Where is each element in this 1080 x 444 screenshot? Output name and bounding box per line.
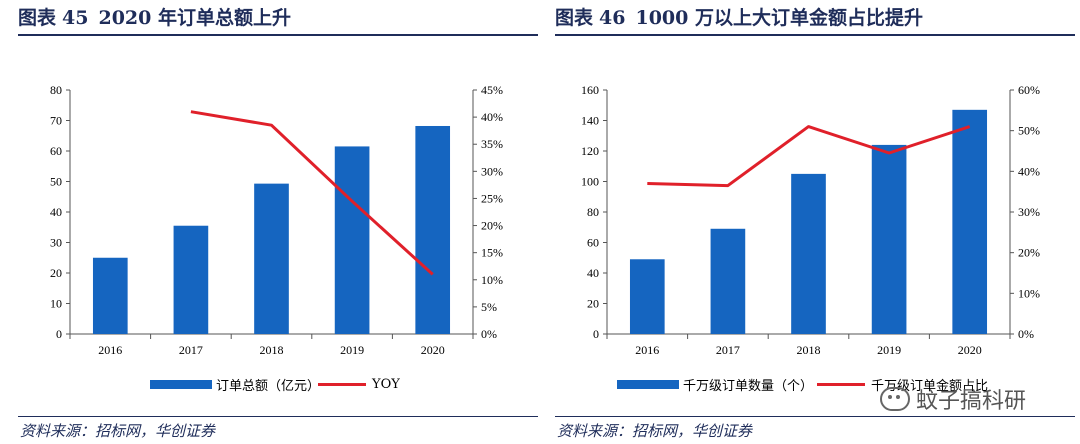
y2-tick-label: 35% <box>481 137 503 151</box>
chart-panel-order-total: 图表 45 2020 年订单总额上升 0 10 20 30 40 50 60 70 80 0% 5% 10… <box>18 0 538 444</box>
y2-tick-label: 20% <box>1018 246 1040 260</box>
y2-tick-label: 25% <box>481 191 503 205</box>
source-note: 资料来源：招标网，华创证券 <box>20 422 216 440</box>
legend-swatch-bar <box>150 379 212 389</box>
x-tick-label: 2018 <box>797 343 821 357</box>
series-line <box>647 125 971 188</box>
watermark-text: 蚊子搞科研 <box>916 389 1027 414</box>
y2-tick-label: 20% <box>481 219 503 233</box>
legend: 订单总额（亿元） YOY <box>18 374 538 394</box>
bar <box>173 225 209 334</box>
x-tick-label: 2020 <box>421 343 445 357</box>
bar <box>629 259 665 334</box>
y-tick-label: 100 <box>581 175 599 189</box>
figure-title: 图表 46 1000 万以上大订单金额占比提升 <box>555 2 923 34</box>
figure-title-prefix: 图表 <box>18 7 57 29</box>
y-tick-label: 10 <box>50 297 62 311</box>
y-tick-label: 80 <box>50 83 62 97</box>
x-tick-label: 2018 <box>260 343 284 357</box>
bar <box>254 183 289 334</box>
y-tick-label: 120 <box>581 144 599 158</box>
watermark: 蚊子搞科研 <box>880 384 1026 414</box>
legend-label-bar: 千万级订单数量（个） <box>683 378 814 394</box>
series-line <box>190 110 434 276</box>
y-tick-label: 20 <box>587 297 599 311</box>
y2-tick-label: 0% <box>1018 327 1034 341</box>
y-tick-label: 50 <box>50 175 62 189</box>
y2-tick-label: 50% <box>1018 124 1040 138</box>
figure-title-prefix: 图表 <box>555 7 594 29</box>
x-tick-label: 2017 <box>179 343 203 357</box>
title-rule <box>18 34 538 36</box>
bar <box>415 125 451 335</box>
y2-tick-label: 40% <box>1018 164 1040 178</box>
y-tick-label: 40 <box>50 205 62 219</box>
legend-swatch-line <box>817 382 865 386</box>
y-tick-label: 0 <box>56 327 62 341</box>
figure-title-text: 1000 万以上大订单金额占比提升 <box>635 7 923 29</box>
y-tick-label: 20 <box>50 266 62 280</box>
y2-tick-label: 30% <box>481 164 503 178</box>
y-tick-label: 160 <box>581 83 599 97</box>
y-tick-label: 0 <box>593 327 599 341</box>
y2-tick-label: 30% <box>1018 205 1040 219</box>
bar <box>791 173 826 334</box>
legend-item-bar: 千万级订单数量（个） <box>617 374 813 394</box>
chart-large-orders: 0 20 40 60 80 100 120 140 160 0% 10% 20% 30% 40% 50% 60… <box>581 83 1040 357</box>
y-tick-label: 70 <box>50 114 62 128</box>
figure-number: 46 <box>599 7 626 29</box>
x-tick-label: 2017 <box>716 343 740 357</box>
legend-label-bar: 订单总额（亿元） <box>216 378 321 394</box>
source-rule <box>555 416 1075 417</box>
chart-panel-large-orders: 图表 46 1000 万以上大订单金额占比提升 0 20 40 60 80 100 120 140… <box>555 0 1075 444</box>
y2-tick-label: 10% <box>481 273 503 287</box>
figure-number: 45 <box>62 7 89 29</box>
figure-title: 图表 45 2020 年订单总额上升 <box>18 2 291 34</box>
bar <box>334 146 370 334</box>
legend-item-line: YOY <box>318 374 400 394</box>
y-tick-label: 40 <box>587 266 599 280</box>
y-tick-label: 140 <box>581 114 599 128</box>
x-tick-label: 2019 <box>877 343 901 357</box>
y-tick-label: 60 <box>50 144 62 158</box>
y-tick-label: 30 <box>50 236 62 250</box>
y2-tick-label: 0% <box>481 327 497 341</box>
x-tick-label: 2016 <box>98 343 122 357</box>
y2-tick-label: 40% <box>481 110 503 124</box>
chart-order-total: 0 10 20 30 40 50 60 70 80 0% 5% 10% 15% 20% 25% 30% 35% 4… <box>50 83 503 357</box>
y2-tick-label: 5% <box>481 300 497 314</box>
bar <box>710 228 746 334</box>
bar <box>952 109 988 334</box>
legend-swatch-line <box>318 382 366 386</box>
bar <box>871 144 907 334</box>
bar <box>92 257 128 334</box>
y-tick-label: 80 <box>587 205 599 219</box>
legend-swatch-bar <box>617 379 679 389</box>
x-tick-label: 2016 <box>635 343 659 357</box>
legend-label-line: YOY <box>372 376 400 392</box>
figure-title-text: 2020 年订单总额上升 <box>98 7 291 29</box>
x-tick-label: 2020 <box>958 343 982 357</box>
y2-tick-label: 60% <box>1018 83 1040 97</box>
y-tick-label: 60 <box>587 236 599 250</box>
wechat-icon <box>880 387 910 411</box>
y2-tick-label: 15% <box>481 246 503 260</box>
title-rule <box>555 34 1075 36</box>
source-rule <box>18 416 538 417</box>
source-note: 资料来源：招标网，华创证券 <box>557 422 753 440</box>
y2-tick-label: 10% <box>1018 286 1040 300</box>
y2-tick-label: 45% <box>481 83 503 97</box>
legend-item-bar: 订单总额（亿元） <box>150 374 320 394</box>
x-tick-label: 2019 <box>340 343 364 357</box>
